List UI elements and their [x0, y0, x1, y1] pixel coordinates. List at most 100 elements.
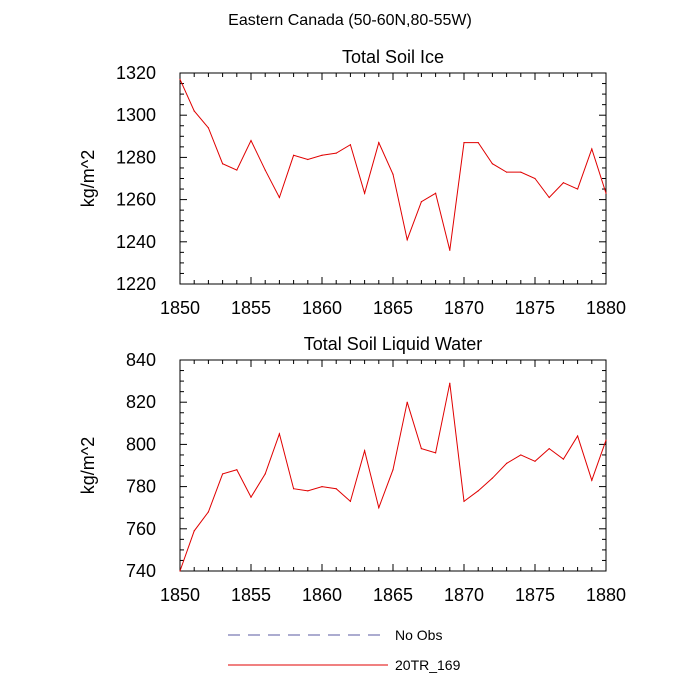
data-point: [321, 154, 323, 156]
data-point: [307, 158, 309, 161]
data-point: [477, 142, 479, 144]
plot-frame: [179, 359, 607, 572]
data-point: [179, 78, 181, 80]
x-tick-label: 1875: [515, 585, 555, 605]
series-line-20TR_169: [179, 383, 607, 572]
y-tick-label: 780: [126, 477, 156, 497]
data-point: [491, 477, 493, 479]
data-point: [605, 439, 607, 441]
plot-frame: [179, 72, 607, 285]
x-tick-label: 1875: [515, 298, 555, 318]
data-point: [392, 173, 394, 175]
data-point: [534, 460, 536, 462]
data-point: [449, 249, 451, 251]
data-point: [349, 500, 351, 502]
figure-title: Eastern Canada (50-60N,80-55W): [228, 12, 472, 29]
data-point: [577, 435, 579, 437]
data-point: [236, 469, 238, 471]
data-point: [577, 188, 579, 190]
data-point: [534, 177, 536, 180]
x-tick-label: 1880: [586, 298, 626, 318]
panel-1: Total Soil Ice 1850 1855 1860 1865 1870 1875 18…: [78, 47, 626, 318]
data-point: [506, 171, 508, 173]
data-point: [435, 192, 437, 194]
panel-title: Total Soil Liquid Water: [304, 334, 482, 354]
x-tick-label: 1870: [444, 585, 484, 605]
y-tick-label: 1320: [116, 63, 156, 83]
x-tick-label: 1855: [231, 298, 271, 318]
data-point: [293, 154, 295, 156]
y-tick-label: 1220: [116, 274, 156, 294]
data-point: [491, 163, 493, 165]
y-axis-label: kg/m^2: [78, 437, 98, 494]
data-point: [321, 486, 323, 488]
data-point: [193, 530, 195, 532]
data-point: [406, 401, 408, 403]
data-point: [520, 171, 522, 173]
data-point: [449, 382, 451, 384]
data-point: [293, 488, 295, 490]
data-point: [420, 201, 422, 203]
data-point: [364, 450, 366, 452]
data-point: [591, 479, 593, 481]
data-point: [264, 169, 266, 171]
data-point: [278, 433, 280, 435]
data-point: [406, 239, 408, 241]
series-line-20TR_169: [179, 79, 607, 251]
data-point: [335, 488, 337, 490]
data-point: [463, 500, 465, 502]
data-point: [435, 452, 437, 454]
data-point: [364, 192, 366, 194]
y-tick-label: 760: [126, 519, 156, 539]
data-point: [605, 192, 607, 194]
data-point: [207, 511, 209, 513]
data-point: [335, 152, 337, 154]
panel-title: Total Soil Ice: [342, 47, 444, 67]
legend-label-1: No Obs: [395, 627, 442, 643]
data-point: [264, 473, 266, 475]
data-point: [250, 496, 252, 498]
data-point: [506, 462, 508, 464]
data-point: [207, 127, 209, 129]
data-point: [463, 142, 465, 144]
y-tick-label: 740: [126, 561, 156, 581]
x-tick-label: 1855: [231, 585, 271, 605]
x-tick-label: 1870: [444, 298, 484, 318]
data-point: [250, 139, 252, 142]
x-tick-label: 1850: [160, 298, 200, 318]
x-tick-label: 1865: [373, 585, 413, 605]
data-point: [562, 458, 565, 460]
data-point: [278, 196, 280, 199]
y-tick-label: 1260: [116, 190, 156, 210]
x-tick-label: 1865: [373, 298, 413, 318]
y-tick-label: 1240: [116, 232, 156, 252]
panel-2: Total Soil Liquid Water 1850 1855 1860 1865 1…: [78, 334, 626, 605]
data-point: [236, 169, 238, 171]
legend-label-2: 20TR_169: [395, 657, 461, 673]
data-point: [378, 507, 380, 509]
data-point: [193, 110, 195, 112]
data-point: [591, 148, 593, 150]
data-point: [520, 454, 522, 456]
data-point: [562, 182, 565, 184]
data-point: [420, 448, 422, 450]
y-tick-label: 1300: [116, 105, 156, 125]
y-tick-label: 820: [126, 392, 156, 412]
data-point: [179, 570, 181, 572]
data-point: [378, 142, 380, 144]
y-axis-label: kg/m^2: [78, 150, 98, 207]
data-point: [548, 448, 550, 450]
y-tick-label: 840: [126, 350, 156, 370]
x-tick-label: 1860: [302, 298, 342, 318]
data-point: [349, 144, 351, 146]
data-point: [392, 469, 394, 471]
legend: No Obs 20TR_169: [228, 627, 461, 673]
y-tick-label: 1280: [116, 147, 156, 167]
x-tick-label: 1850: [160, 585, 200, 605]
y-tick-label: 800: [126, 434, 156, 454]
data-point: [222, 163, 224, 165]
data-point: [307, 490, 309, 492]
data-point: [222, 473, 224, 475]
x-tick-label: 1880: [586, 585, 626, 605]
